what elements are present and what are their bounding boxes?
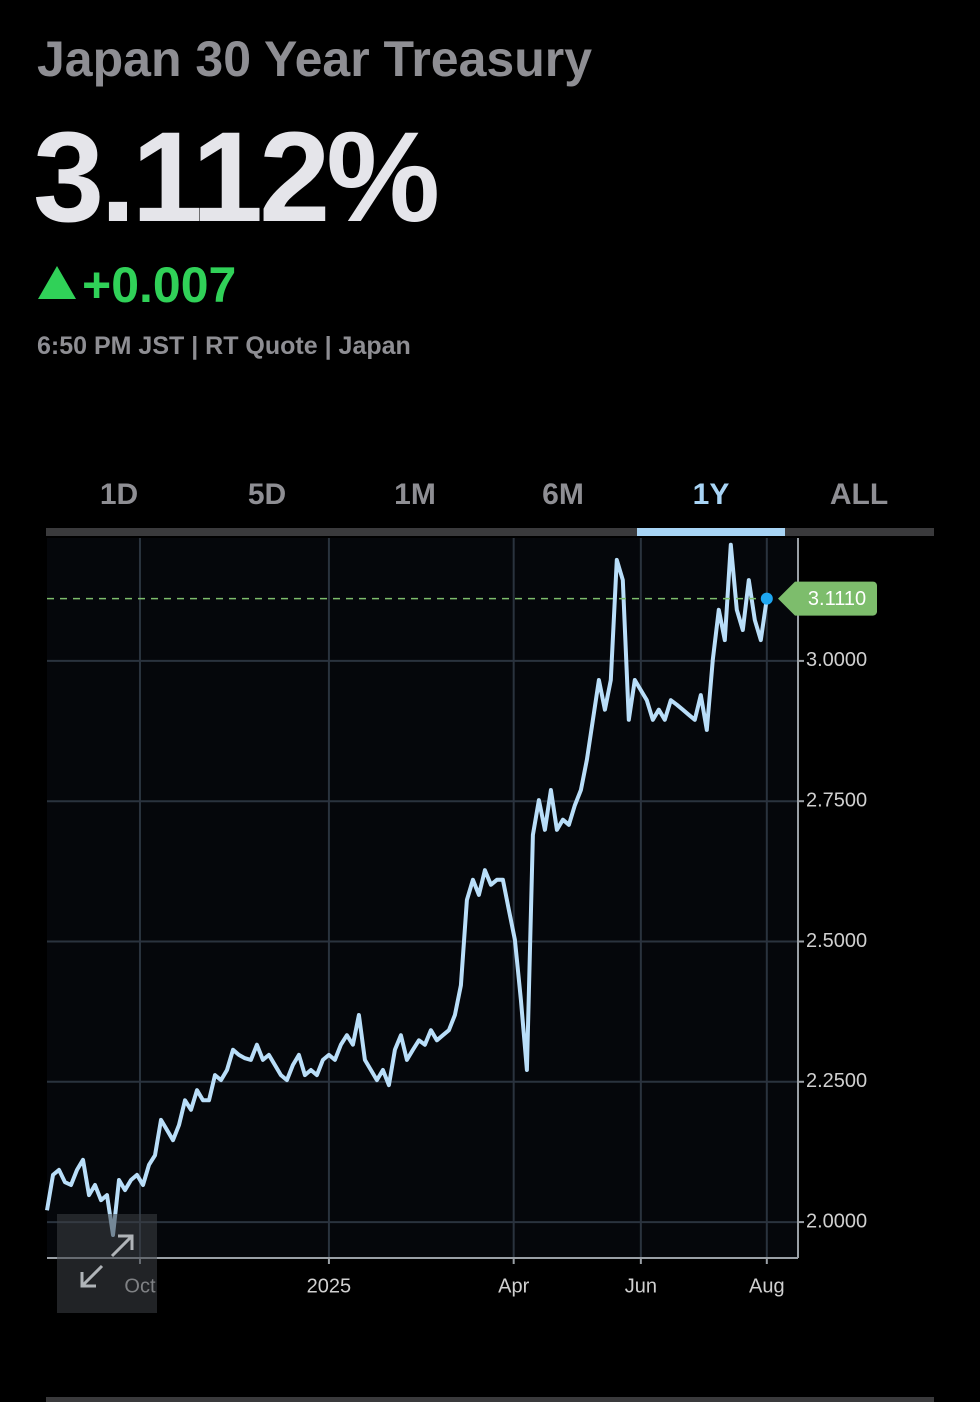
tab[interactable]: ALL — [830, 478, 888, 511]
x-tick-label: 2025 — [307, 1275, 352, 1297]
y-tick-label: 3.0000 — [806, 649, 867, 671]
title: Japan 30 Year Treasury — [37, 31, 593, 87]
last-point — [760, 592, 773, 605]
quote-meta: 6:50 PM JST | RT Quote | Japan — [37, 332, 411, 360]
tab-bar — [46, 528, 934, 536]
price-tag-label: 3.1110 — [808, 588, 866, 610]
x-tick-label: Jun — [625, 1275, 657, 1297]
y-tick-label: 2.2500 — [806, 1070, 867, 1092]
y-tick-label: 2.5000 — [806, 930, 867, 952]
tab[interactable]: 6M — [542, 478, 584, 511]
change: +0.007 — [82, 257, 237, 313]
tab[interactable]: 5D — [248, 478, 286, 511]
tab-indicator — [637, 528, 785, 536]
x-tick-label: Aug — [749, 1275, 785, 1297]
tab[interactable]: 1D — [100, 478, 138, 511]
y-tick-label: 2.7500 — [806, 789, 867, 811]
y-tick-label: 2.0000 — [806, 1210, 867, 1232]
up-arrow — [38, 266, 76, 299]
expand-icon — [80, 1234, 134, 1288]
bottom-rule — [46, 1397, 934, 1402]
tab[interactable]: 1M — [394, 478, 436, 511]
chart: 1D 5D 1M 6M 1Y ALL 2.0000 2.2500 2.5000 2.7500 3.0… — [45, 478, 934, 1402]
price-tag — [778, 581, 877, 616]
price: 3.112% — [33, 106, 440, 249]
expand-button[interactable] — [57, 1214, 157, 1313]
plot-bg — [47, 538, 798, 1258]
x-tick-label: Apr — [498, 1275, 529, 1297]
price-line — [45, 542, 769, 1237]
expand-bg — [57, 1214, 157, 1313]
tab[interactable]: 1Y — [693, 478, 730, 511]
